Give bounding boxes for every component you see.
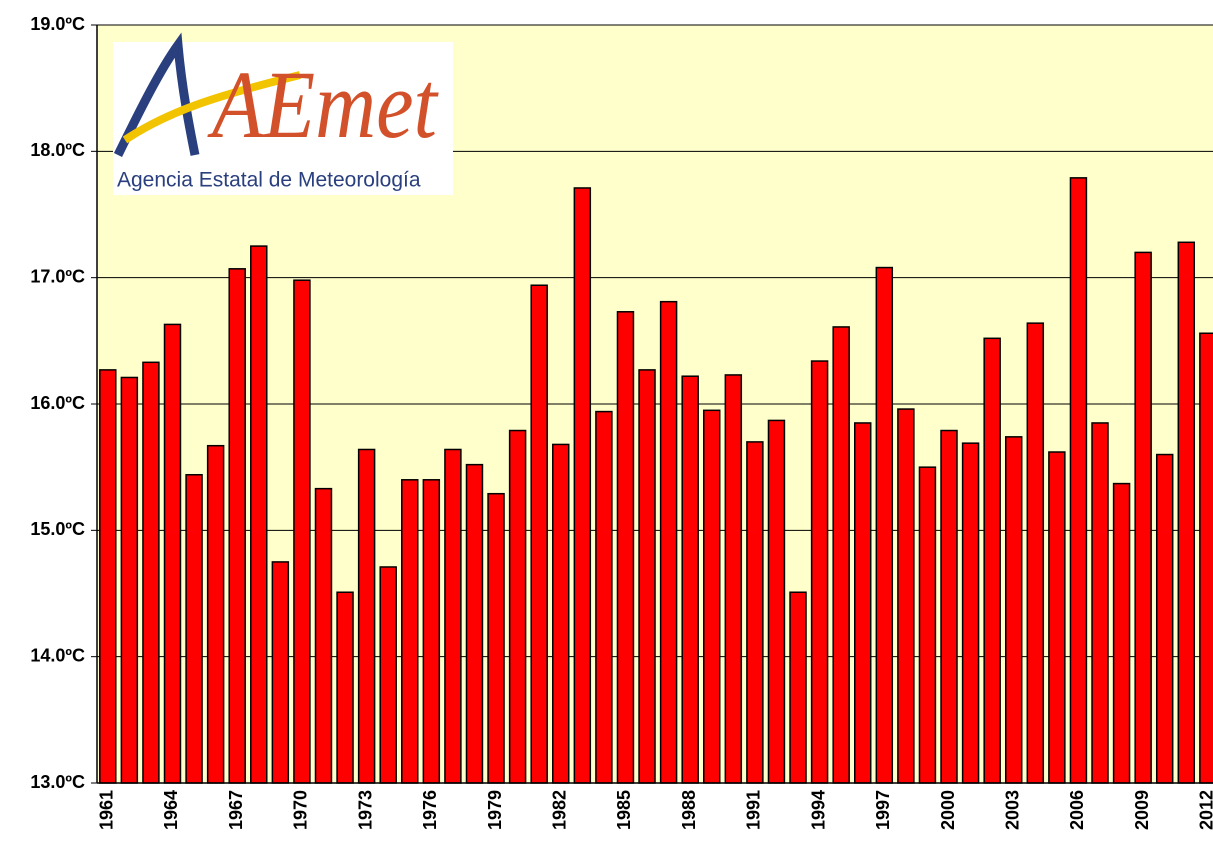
x-tick-label: 2000 [938,790,958,830]
bar [206,444,225,784]
bar [487,492,505,784]
bar [1112,482,1131,784]
x-tick-label: 2009 [1132,790,1152,830]
logo: AEmet Agencia Estatal de Meteorología [113,32,453,195]
bar [832,326,850,784]
bar [228,268,246,784]
bar [918,466,937,784]
x-tick-label: 2003 [1002,790,1022,830]
bar [638,369,656,784]
bar [357,448,376,784]
bar [99,369,117,784]
bar [1026,322,1045,784]
bar [1069,177,1088,784]
bar [983,337,1001,784]
x-tick-label: 1967 [226,790,246,830]
bar [703,409,721,784]
x-tick-label: 1976 [420,790,440,830]
bar [875,266,894,784]
y-tick-label: 18.0ºC [30,140,85,160]
bar [940,429,958,784]
bar [1048,451,1066,784]
plot [97,24,1213,784]
x-tick-label: 1964 [161,790,181,830]
bar [530,284,548,784]
bar [810,360,829,784]
y-tick-label: 14.0ºC [30,645,85,665]
bar [789,591,807,784]
bar [250,245,268,784]
bar [573,187,592,784]
y-tick-label: 16.0ºC [30,393,85,413]
bar [293,279,311,784]
bar [724,374,743,784]
bar [1155,453,1174,784]
bar [142,361,160,784]
y-tick-label: 13.0ºC [30,772,85,792]
bar [1091,422,1109,784]
x-tick-label: 1979 [485,790,505,830]
bar [185,473,203,784]
bar [1199,332,1213,784]
bar [508,429,527,784]
logo-mark: AEmet [207,51,439,158]
bar [746,441,764,784]
y-tick-label: 17.0ºC [30,266,85,286]
x-tick-label: 1991 [744,790,764,830]
bar [1134,251,1152,784]
bar [659,300,678,784]
bar [422,479,441,784]
bar [961,442,980,784]
bar [271,561,290,784]
bar [401,479,419,784]
y-tick-label: 15.0ºC [30,519,85,539]
x-tick-label: 1985 [614,790,634,830]
bar [854,422,872,784]
bar [163,323,182,784]
bar [444,448,462,784]
x-tick-label: 2006 [1067,790,1087,830]
x-tick-label: 1982 [550,790,570,830]
bar [616,311,635,784]
bar [767,419,786,784]
bar [1004,436,1023,784]
bar [1177,241,1196,784]
bar [120,376,139,784]
x-tick-label: 1997 [873,790,893,830]
y-tick-label: 19.0ºC [30,14,85,34]
bar [314,487,333,784]
bar [595,410,613,784]
bar [897,408,915,784]
logo-text: Agencia Estatal de Meteorología [117,169,421,192]
bar [552,443,570,784]
bar [336,591,354,784]
x-tick-label: 1994 [808,790,828,830]
logo-stroke [122,71,301,144]
x-tick-label: 2012 [1197,790,1213,830]
x-tick-label: 1970 [291,790,311,830]
x-tick-label: 1973 [355,790,375,830]
x-tick-label: 1961 [97,790,117,830]
x-tick-label: 1988 [679,790,699,830]
bar [465,463,484,784]
bar [379,566,397,784]
logo-stroke [113,32,200,157]
bar [681,375,699,784]
